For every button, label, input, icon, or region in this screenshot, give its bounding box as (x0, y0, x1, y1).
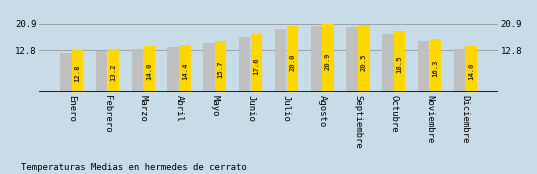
Text: 18.5: 18.5 (397, 56, 403, 73)
Bar (215, 41, 227, 92)
Text: Temperaturas Medias en hermedes de cerrato: Temperaturas Medias en hermedes de cerra… (21, 163, 247, 172)
Text: 20.0: 20.0 (289, 54, 295, 71)
Bar (466, 46, 477, 92)
Bar (251, 34, 262, 92)
Bar (287, 26, 298, 92)
Bar (430, 39, 441, 92)
Bar (454, 49, 465, 92)
Bar (322, 23, 334, 92)
Bar (275, 29, 286, 92)
Bar (108, 49, 119, 92)
Text: 12.8: 12.8 (75, 64, 81, 82)
Text: 14.0: 14.0 (468, 63, 474, 80)
Bar (143, 46, 155, 92)
Text: 13.2: 13.2 (111, 64, 117, 81)
Text: 17.6: 17.6 (253, 57, 259, 75)
Bar (179, 45, 191, 92)
Bar (132, 49, 143, 92)
Text: 20.9: 20.9 (325, 52, 331, 70)
Bar (60, 53, 71, 92)
Text: 14.0: 14.0 (146, 63, 152, 80)
Bar (96, 51, 107, 92)
Bar (203, 43, 215, 92)
Text: 15.7: 15.7 (217, 60, 224, 78)
Bar (418, 41, 429, 92)
Bar (346, 27, 358, 92)
Text: 14.4: 14.4 (182, 62, 188, 80)
Bar (310, 26, 322, 92)
Bar (358, 25, 369, 92)
Bar (168, 48, 179, 92)
Bar (394, 31, 405, 92)
Text: 16.3: 16.3 (432, 59, 438, 77)
Text: 20.5: 20.5 (361, 53, 367, 70)
Bar (239, 37, 250, 92)
Bar (72, 50, 83, 92)
Bar (382, 34, 394, 92)
